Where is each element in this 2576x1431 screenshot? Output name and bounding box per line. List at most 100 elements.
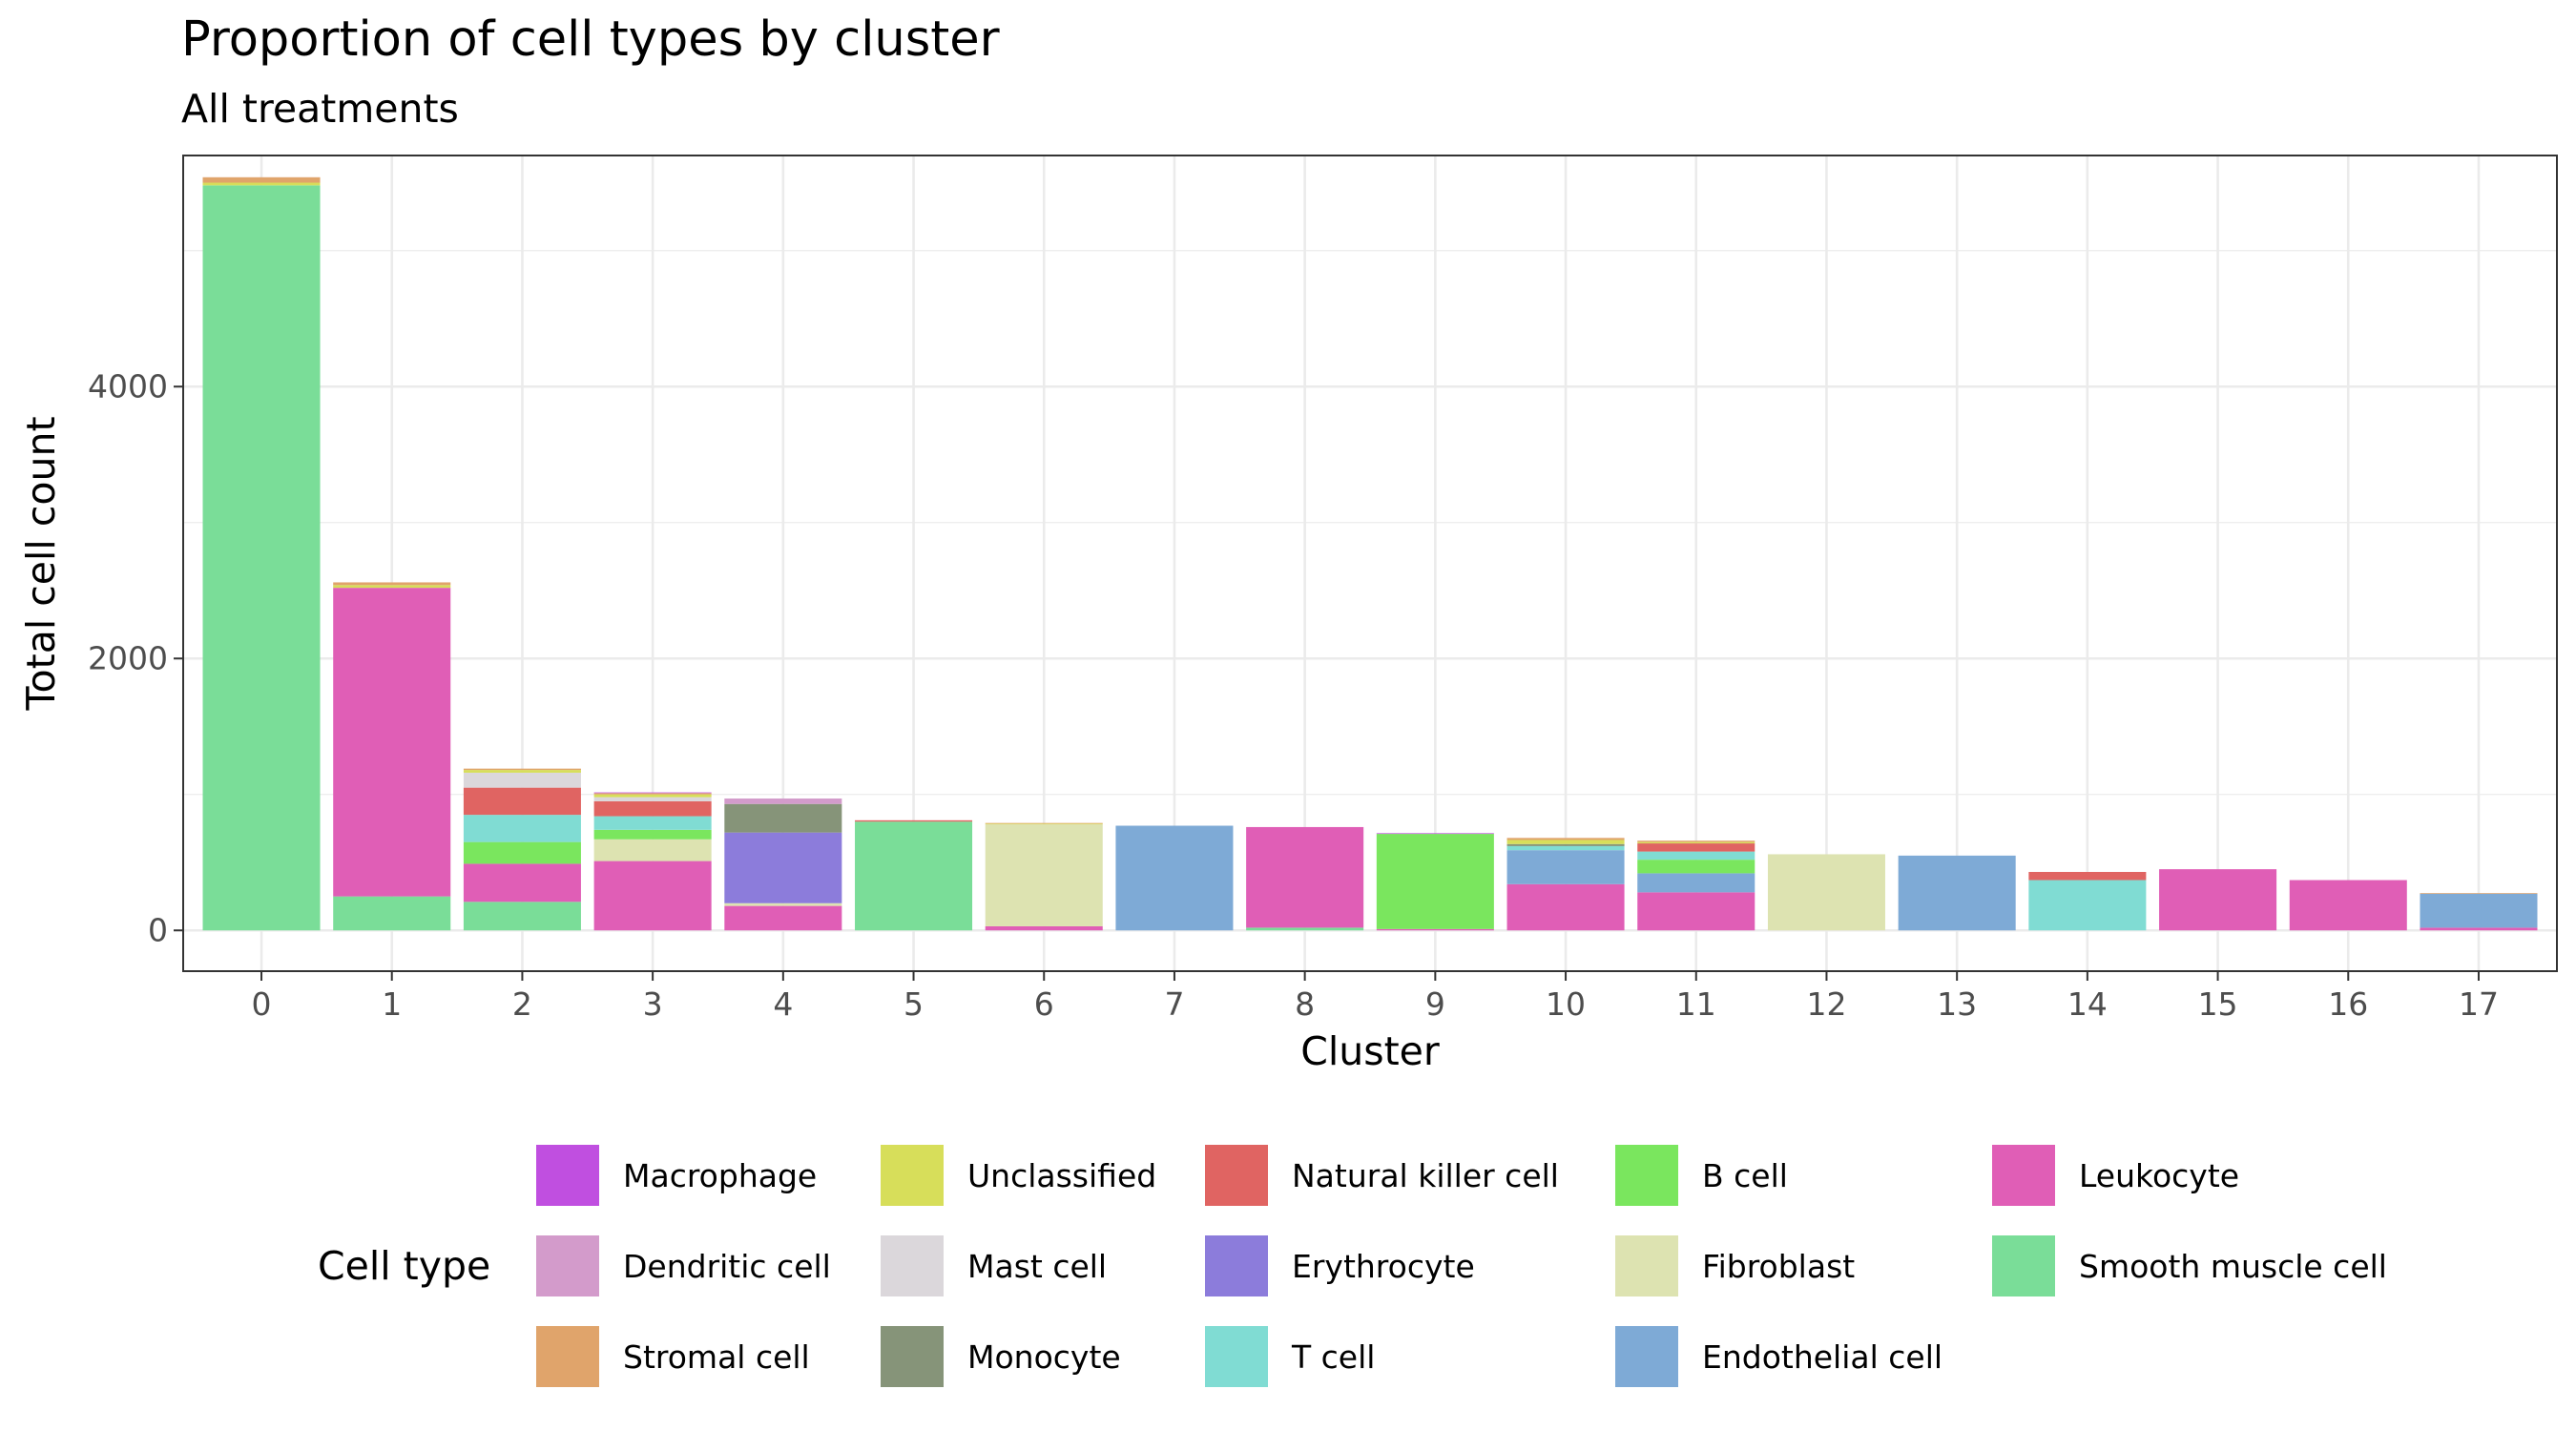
bar-segment <box>1898 855 2016 931</box>
bar-segment <box>2420 893 2538 928</box>
legend-label: T cell <box>1291 1338 1375 1376</box>
bar-segment <box>1506 843 1625 846</box>
bar-segment <box>463 787 581 816</box>
bar-segment <box>333 896 451 931</box>
bar-segment <box>593 861 712 931</box>
legend-item: Leukocyte <box>1992 1145 2239 1206</box>
x-tick-label: 12 <box>1806 985 1846 1023</box>
x-tick-label: 4 <box>773 985 793 1023</box>
bar-segment <box>1767 854 1885 931</box>
bar-segment <box>2028 871 2147 881</box>
legend-label: Monocyte <box>967 1338 1121 1376</box>
bar-stack-cluster-16 <box>2289 880 2407 931</box>
bar-segment <box>333 588 451 897</box>
bar-segment <box>724 832 842 903</box>
bar-stack-cluster-10 <box>1506 838 1625 931</box>
bar-stack-cluster-4 <box>724 798 842 931</box>
x-tick-label: 17 <box>2459 985 2499 1023</box>
bar-segment <box>1637 843 1755 852</box>
bar-stack-cluster-2 <box>463 768 581 931</box>
bar-segment <box>463 772 581 788</box>
legend-key <box>1205 1326 1268 1387</box>
bar-stack-cluster-7 <box>1115 825 1234 931</box>
legend-item: Fibroblast <box>1615 1235 1855 1296</box>
legend-label: Fibroblast <box>1702 1248 1855 1285</box>
bar-segment <box>1115 825 1234 931</box>
bar-stack-cluster-12 <box>1767 854 1885 931</box>
legend-key <box>1615 1235 1678 1296</box>
bar-segment <box>1376 833 1494 835</box>
bar-stack-cluster-6 <box>985 822 1103 931</box>
bar-segment <box>724 798 842 804</box>
bar-segment <box>202 176 321 183</box>
bar-segment <box>1637 841 1755 844</box>
legend-label: Endothelial cell <box>1702 1338 1942 1376</box>
legend-item: Mast cell <box>881 1235 1107 1296</box>
x-tick-label: 9 <box>1425 985 1445 1023</box>
bar-segment <box>2028 880 2147 931</box>
bar-stack-cluster-14 <box>2028 871 2147 931</box>
bar-segment <box>1637 860 1755 874</box>
bar-segment <box>1376 834 1494 929</box>
legend: Cell type Macrophage Dendritic cell Stroma… <box>318 1145 2387 1387</box>
bar-segment <box>724 902 842 906</box>
bar-segment <box>593 793 712 795</box>
bar-segment <box>463 902 581 931</box>
x-tick-label: 1 <box>382 985 402 1023</box>
legend-item: Monocyte <box>881 1326 1121 1387</box>
bar-segment <box>593 800 712 817</box>
bar-segment <box>855 819 973 822</box>
x-tick-label: 2 <box>512 985 532 1023</box>
bar-segment <box>333 585 451 589</box>
bar-segment <box>1637 851 1755 861</box>
bar-segment <box>593 839 712 861</box>
bar-segment <box>463 841 581 864</box>
legend-key <box>1205 1235 1268 1296</box>
bar-segment <box>985 823 1103 825</box>
legend-item: Erythrocyte <box>1205 1235 1475 1296</box>
legend-key <box>536 1326 599 1387</box>
chart-subtitle: All treatments <box>181 86 459 132</box>
bar-stack-cluster-0 <box>202 176 321 931</box>
bar-segment <box>593 794 712 798</box>
legend-label: Natural killer cell <box>1292 1157 1559 1194</box>
bar-segment <box>1506 850 1625 884</box>
bar-stack-cluster-11 <box>1637 840 1755 931</box>
bar-segment <box>463 815 581 842</box>
bar-stack-cluster-8 <box>1246 826 1364 931</box>
legend-key <box>1205 1145 1268 1206</box>
bar-segment <box>2289 880 2407 931</box>
legend-item: Dendritic cell <box>536 1235 831 1296</box>
y-tick-label: 2000 <box>88 639 168 676</box>
x-tick-label: 5 <box>904 985 924 1023</box>
bar-stack-cluster-1 <box>333 582 451 931</box>
bar-segment <box>1637 892 1755 931</box>
x-tick-label: 3 <box>643 985 663 1023</box>
x-tick-label: 14 <box>2067 985 2108 1023</box>
legend-item: Macrophage <box>536 1145 817 1206</box>
plot-border <box>182 155 2558 972</box>
bar-segment <box>333 582 451 586</box>
legend-key <box>536 1235 599 1296</box>
x-tick-label: 11 <box>1676 985 1716 1023</box>
y-tick-label: 0 <box>148 911 168 948</box>
bar-segment <box>985 822 1103 824</box>
x-tick-label: 10 <box>1546 985 1586 1023</box>
legend-title: Cell type <box>318 1243 490 1289</box>
x-tick-label: 7 <box>1164 985 1184 1023</box>
bar-segment <box>985 925 1103 931</box>
legend-label: Unclassified <box>967 1157 1156 1194</box>
bar-segment <box>1506 840 1625 844</box>
bar-segment <box>1246 927 1364 931</box>
bar-segment <box>1506 845 1625 851</box>
bars <box>202 176 2538 931</box>
legend-key <box>881 1235 944 1296</box>
bar-stack-cluster-3 <box>593 792 712 931</box>
legend-item: B cell <box>1615 1145 1788 1206</box>
bar-segment <box>202 185 321 931</box>
legend-label: Dendritic cell <box>623 1248 831 1285</box>
legend-key <box>1992 1235 2055 1296</box>
bar-segment <box>1637 840 1755 842</box>
x-tick-label: 6 <box>1034 985 1054 1023</box>
